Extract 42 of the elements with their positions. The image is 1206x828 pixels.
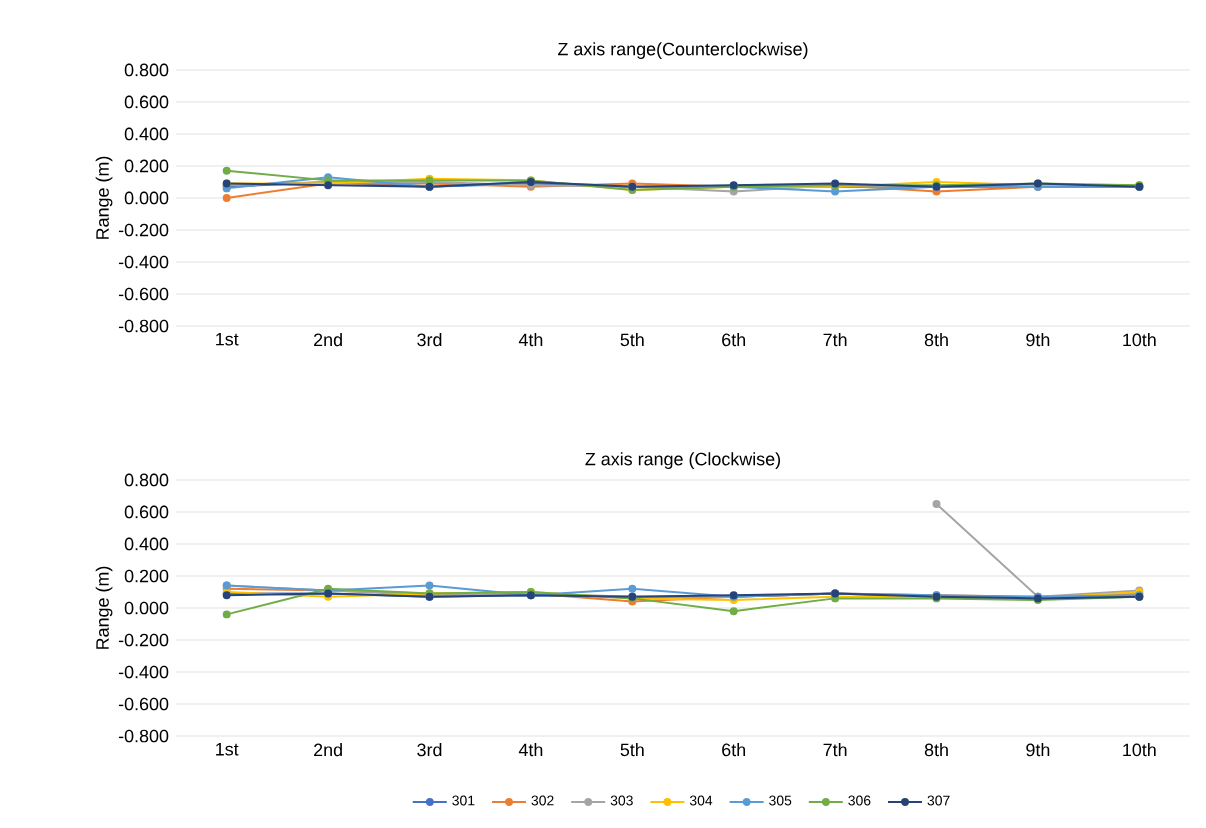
y-tick-label: 0.600 (124, 505, 169, 519)
y-tick-label: 0.200 (124, 569, 169, 583)
y-tick-label: 0.000 (124, 601, 169, 615)
chart-title: Z axis range (Clockwise) (585, 452, 781, 469)
x-tick-label: 6th (722, 333, 746, 347)
x-tick-label: 8th (924, 333, 948, 347)
x-tick-label: 2nd (314, 333, 342, 347)
x-tick-label: 1st (216, 743, 239, 756)
y-tick-label: -0.800 (118, 319, 169, 333)
x-tick-label: 10th (1123, 743, 1156, 757)
x-tick-label: 2nd (314, 743, 342, 757)
y-tick-label: -0.600 (118, 287, 169, 301)
x-tick-label: 1st (216, 333, 239, 346)
y-tick-label: -0.200 (118, 633, 169, 647)
y-tick-label: -0.600 (118, 697, 169, 711)
y-tick-label: 0.600 (124, 95, 169, 109)
x-tick-label: 6th (722, 743, 746, 757)
y-tick-label: 0.800 (124, 63, 169, 77)
y-tick-label: -0.400 (118, 255, 169, 269)
x-tick-label: 9th (1026, 333, 1050, 347)
y-tick-label: -0.800 (118, 729, 169, 743)
x-tick-label: 5th (620, 333, 644, 347)
x-tick-label: 3rd (417, 333, 442, 347)
x-tick-label: 3rd (417, 743, 442, 757)
x-tick-label: 4th (518, 333, 543, 347)
x-tick-label: 8th (924, 743, 948, 757)
x-tick-label: 9th (1026, 743, 1050, 757)
y-tick-label: 0.800 (124, 473, 169, 487)
y-tick-label: 0.200 (124, 159, 169, 173)
y-tick-label: 0.400 (124, 537, 169, 551)
y-tick-label: 0.000 (124, 191, 169, 205)
x-tick-label: 4th (518, 743, 543, 757)
chart-title: Z axis range(Counterclockwise) (558, 42, 808, 59)
x-tick-label: 5th (620, 743, 644, 757)
x-tick-label: 7th (823, 333, 847, 347)
y-axis-title: Range (m) (95, 156, 113, 239)
x-tick-label: 7th (823, 743, 847, 757)
y-axis-title: Range (m) (95, 566, 113, 649)
y-tick-label: -0.400 (118, 665, 169, 679)
y-tick-label: 0.400 (124, 127, 169, 141)
y-tick-label: -0.200 (118, 223, 169, 237)
x-tick-label: 10th (1123, 333, 1156, 347)
